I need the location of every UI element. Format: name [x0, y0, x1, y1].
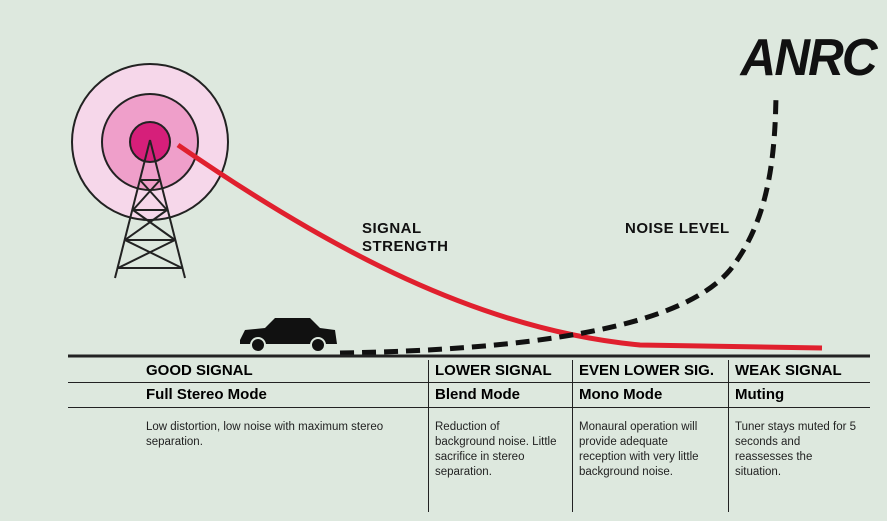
column-description: Low distortion, low noise with maximum s… — [146, 420, 428, 450]
column-mode: Blend Mode — [429, 383, 572, 408]
diagram: ANRC SIGNALSTRENGTH NOISE LEVEL GOOD SIG… — [0, 0, 887, 521]
signal-column: EVEN LOWER SIG.Mono Mode Monaural operati… — [572, 360, 728, 512]
column-heading: GOOD SIGNAL — [68, 360, 428, 383]
car — [240, 318, 337, 352]
noise-level-label: NOISE LEVEL — [625, 220, 730, 237]
signal-strength-curve — [178, 145, 822, 348]
column-mode: Mono Mode — [573, 383, 728, 408]
column-description: Reduction of background noise. Little sa… — [435, 420, 572, 480]
column-description: Tuner stays muted for 5 seconds and reas… — [735, 420, 870, 480]
brand: ANRC — [740, 28, 875, 88]
column-mode: Muting — [729, 383, 870, 408]
column-mode: Full Stereo Mode — [68, 383, 428, 408]
column-heading: EVEN LOWER SIG. — [573, 360, 728, 383]
label-line: STRENGTH — [362, 238, 449, 255]
column-description: Monaural operation will provide adequate… — [579, 420, 728, 480]
column-heading: WEAK SIGNAL — [729, 360, 870, 383]
column-heading: LOWER SIGNAL — [429, 360, 572, 383]
label-line: SIGNAL — [362, 220, 422, 237]
